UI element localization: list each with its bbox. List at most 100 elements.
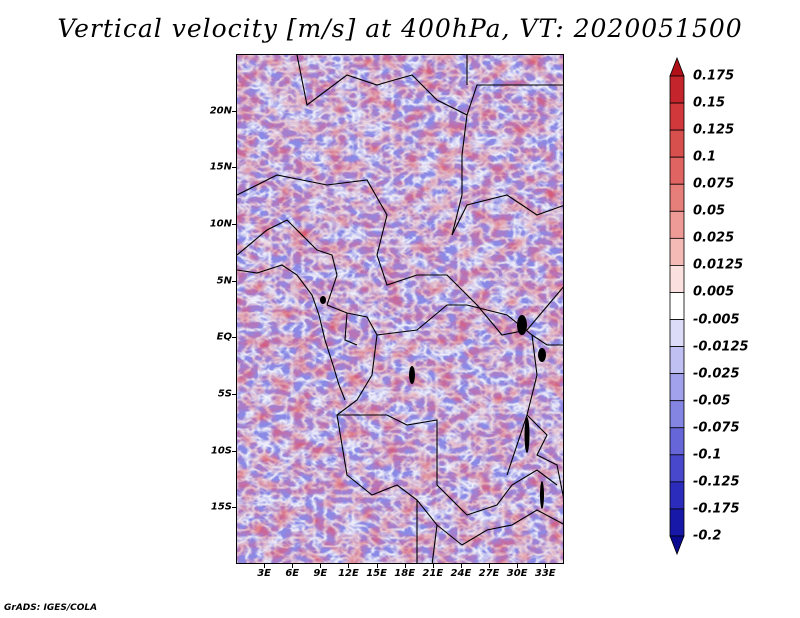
longitude-tick-mark [432,564,434,568]
colorbar-tick-label: -0.025 [693,366,740,382]
colorbar [669,56,685,556]
longitude-tick-label: 27E [478,568,500,579]
border-line [237,174,563,336]
border-line [344,312,358,346]
colorbar-swatch [669,535,685,556]
plot-title: Vertical velocity [m/s] at 400hPa, VT: 2… [57,14,743,43]
longitude-tick-label: 12E [338,568,359,579]
lake [524,417,530,453]
colorbar-swatch [669,129,685,158]
latitude-tick-label: 15S [210,501,232,513]
lake [517,315,527,335]
colorbar-tick-label: 0.1 [693,149,717,165]
country-borders [237,55,563,563]
lake [540,481,544,509]
latitude-tick-mark [232,110,236,112]
longitude-tick-mark [292,564,294,568]
coastline [237,264,346,401]
latitude-tick-mark [232,450,236,452]
colorbar-swatch [669,373,685,402]
velocity-field-background [237,55,563,563]
border-line [296,55,468,236]
colorbar-swatch [669,265,685,293]
colorbar-tick-label: -0.125 [693,474,740,490]
latitude-tick-mark [232,167,236,169]
colorbar-tick-label: 0.0125 [693,257,744,273]
border-line [531,334,563,346]
latitude-tick-mark [232,394,236,395]
colorbar-swatch [669,427,685,456]
longitude-tick-label: 6E [285,568,300,579]
colorbar-swatch [669,481,685,510]
longitude-tick-label: 24E [450,568,472,579]
latitude-tick-label: EQ [216,331,232,343]
colorbar-tick-label: 0.05 [693,203,726,219]
colorbar-tick-label: -0.05 [693,393,731,409]
latitude-tick-label: 10N [209,218,232,230]
latitude-tick-label: 10S [210,445,232,457]
border-line [526,414,563,498]
latitude-tick-label: 5N [216,275,232,287]
border-line [237,219,338,306]
lake [320,296,326,304]
longitude-tick-mark [348,564,350,568]
latitude-tick-mark [232,337,236,339]
lake [409,366,415,384]
longitude-tick-mark [460,564,462,568]
longitude-tick-label: 18E [394,568,416,579]
lake [538,348,546,362]
border-line [451,194,563,236]
credit-text: GrADS: IGES/COLA [4,603,98,613]
colorbar-swatch [669,400,685,429]
longitude-tick-label: 9E [313,568,328,579]
latitude-tick-mark [232,507,236,509]
colorbar-swatch [669,508,685,537]
colorbar-swatch [669,102,685,131]
longitude-tick-mark [489,564,491,568]
colorbar-tick-label: -0.175 [693,501,740,517]
longitude-tick-mark [376,564,378,568]
colorbar-swatch [669,156,685,185]
latitude-tick-label: 20N [209,105,232,117]
border-line [337,414,558,516]
colorbar-tick-label: -0.075 [693,420,740,436]
border-line [436,509,563,546]
colorbar-tick-label: 0.175 [693,68,735,84]
latitude-tick-mark [232,224,236,225]
colorbar-swatch [669,319,685,347]
longitude-tick-label: 3E [257,568,272,579]
colorbar-swatch [669,292,685,320]
longitude-tick-mark [517,564,519,568]
colorbar-tick-label: -0.0125 [693,339,749,355]
colorbar-tick-label: 0.125 [693,122,735,138]
colorbar-tick-label: 0.075 [693,176,735,192]
border-line [466,84,563,116]
colorbar-tick-label: 0.005 [693,284,735,300]
longitude-tick-mark [320,564,322,568]
longitude-tick-mark [264,564,266,568]
colorbar-swatch [669,183,685,212]
longitude-tick-label: 30E [506,568,528,579]
colorbar-swatch [669,346,685,375]
colorbar-tick-label: -0.2 [693,528,722,544]
longitude-tick-label: 15E [366,568,387,579]
colorbar-swatch [669,75,685,104]
vertical-velocity-field [237,55,563,563]
colorbar-tick-label: -0.005 [693,312,740,328]
colorbar-swatch [669,56,685,77]
colorbar-tick-label: 0.025 [693,230,735,246]
longitude-tick-label: 33E [534,568,556,579]
colorbar-tick-label: -0.1 [693,447,722,463]
colorbar-swatch [669,210,685,239]
longitude-tick-mark [545,564,547,568]
latitude-tick-label: 15N [209,161,232,173]
latitude-tick-label: 5S [217,388,232,400]
longitude-tick-label: 21E [422,568,444,579]
colorbar-swatch [669,454,685,483]
longitude-tick-mark [404,564,406,568]
lakes [320,296,546,509]
colorbar-swatch [669,237,685,266]
latitude-tick-mark [232,280,236,282]
colorbar-tick-label: 0.15 [693,95,726,111]
map-panel [236,54,564,564]
